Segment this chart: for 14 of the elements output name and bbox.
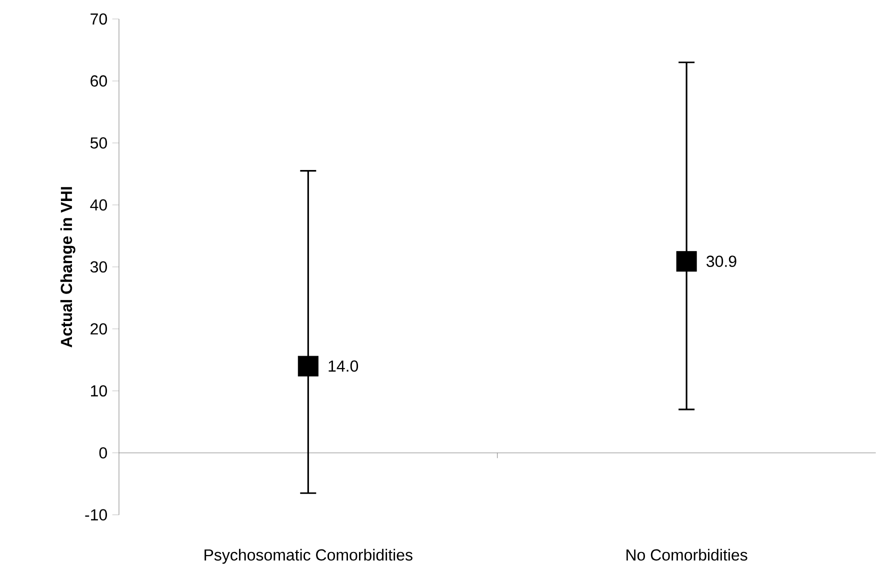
y-tick-label: 10 <box>91 385 107 397</box>
data-label: 30.9 <box>706 256 736 268</box>
y-tick-label: 0 <box>99 447 107 459</box>
data-label: 14.0 <box>328 360 358 372</box>
x-tick-label: No Comorbidities <box>626 548 748 561</box>
y-tick-label: 40 <box>90 199 107 211</box>
y-tick-label: 30 <box>90 261 107 273</box>
y-tick-label: 50 <box>90 137 107 149</box>
y-tick-label: 20 <box>90 323 107 335</box>
x-tick-label: Psychosomatic Comorbidities <box>204 548 412 564</box>
y-tick-label: -10 <box>85 509 107 521</box>
y-tick-label: 60 <box>90 75 107 87</box>
y-axis-title: Actual Change in VHI <box>60 187 76 348</box>
y-tick-label: 70 <box>90 13 107 25</box>
